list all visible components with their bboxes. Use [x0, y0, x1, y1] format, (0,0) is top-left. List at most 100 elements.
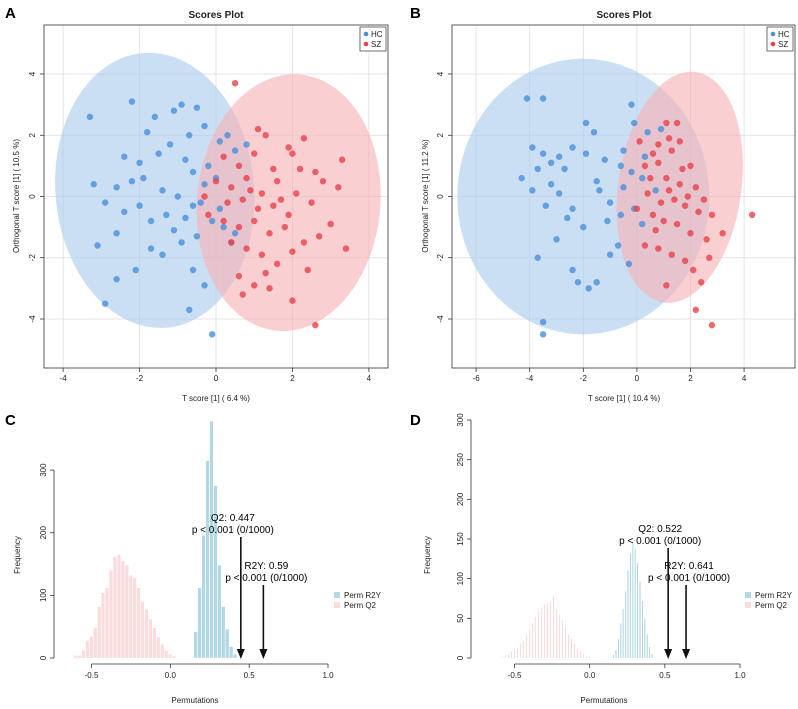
data-point-hc	[182, 214, 189, 222]
data-point-hc	[620, 184, 627, 191]
histogram-bar-perm-q2	[109, 570, 113, 659]
histogram-bar-perm-r2y	[629, 553, 632, 659]
data-point-sz	[289, 248, 296, 255]
annotation-p-value: p < 0.001 (0/1000)	[648, 573, 730, 584]
data-point-sz	[281, 223, 288, 231]
data-point-sz	[673, 119, 681, 127]
data-point-hc	[604, 217, 611, 225]
panel-d-ylabel: Frequency	[423, 536, 432, 574]
data-point-sz	[633, 205, 641, 212]
histogram-bar-perm-r2y	[622, 608, 625, 659]
data-point-hc	[547, 159, 555, 167]
confidence-ellipse-sz	[196, 74, 381, 332]
legend-marker-sz	[363, 41, 369, 47]
histogram-bar-perm-r2y	[651, 653, 653, 659]
histogram-bar-perm-q2	[549, 600, 552, 659]
panel-a-xlabel: T score [1] ( 6.4 %)	[182, 394, 250, 403]
histogram-bar-perm-q2	[591, 657, 594, 659]
data-point-hc	[580, 223, 587, 231]
data-point-sz	[689, 266, 697, 274]
data-point-hc	[128, 98, 136, 105]
data-point-hc	[159, 251, 166, 258]
data-point-hc	[547, 181, 555, 188]
data-point-hc	[136, 202, 143, 209]
y-tick-label: -4	[436, 315, 445, 323]
data-point-sz	[251, 150, 258, 157]
histogram-bar-perm-q2	[168, 654, 173, 659]
histogram-bar-perm-r2y	[631, 540, 634, 659]
panel-d-letter: D	[410, 412, 421, 429]
data-point-sz	[239, 196, 246, 203]
histogram-bar-perm-q2	[543, 603, 546, 659]
data-point-hc	[174, 193, 181, 200]
legend-label-sz: SZ	[778, 40, 788, 49]
histogram-bar-perm-q2	[152, 627, 157, 659]
x-tick-label: 2	[290, 374, 295, 383]
panel-a-letter: A	[5, 5, 16, 22]
y-tick-label: 100	[39, 588, 48, 602]
data-point-hc	[644, 128, 651, 136]
data-point-sz	[641, 162, 649, 170]
data-point-sz	[235, 162, 243, 170]
histogram-bar-perm-r2y	[217, 565, 222, 659]
legend-label-hc: HC	[778, 30, 790, 39]
data-point-hc	[631, 119, 638, 127]
data-point-hc	[208, 331, 216, 338]
data-point-sz	[304, 266, 311, 274]
x-tick-label: 0	[214, 374, 219, 383]
histogram-bar-perm-q2	[552, 595, 555, 659]
data-point-hc	[147, 245, 155, 252]
histogram-bar-perm-q2	[555, 608, 558, 659]
panel-c-letter: C	[5, 412, 16, 429]
histogram-bar-perm-r2y	[624, 591, 627, 659]
histogram-bar-perm-q2	[160, 644, 165, 659]
data-point-hc	[113, 230, 120, 237]
histogram-bar-perm-q2	[77, 655, 82, 659]
data-point-hc	[94, 242, 101, 249]
histogram-bar-perm-q2	[89, 636, 94, 659]
data-point-hc	[574, 279, 582, 286]
data-point-hc	[128, 177, 136, 185]
data-point-sz	[636, 138, 643, 145]
y-tick-label: 0	[436, 194, 445, 199]
y-tick-label: 300	[39, 463, 48, 477]
data-point-hc	[641, 153, 649, 160]
data-point-hc	[606, 199, 614, 206]
x-tick-label: -2	[580, 374, 588, 383]
data-point-hc	[101, 199, 109, 206]
histogram-bar-perm-q2	[558, 614, 561, 659]
histogram-bar-perm-r2y	[612, 654, 615, 659]
histogram-bar-perm-q2	[540, 607, 543, 659]
data-point-hc	[224, 132, 231, 139]
legend-swatch-perm-r2y	[334, 592, 340, 598]
y-tick-label: 200	[456, 492, 465, 506]
data-point-hc	[231, 230, 239, 237]
data-point-hc	[189, 202, 197, 209]
legend-marker-sz	[770, 41, 776, 47]
histogram-bar-perm-q2	[561, 619, 564, 659]
data-point-sz	[285, 144, 292, 151]
annotation-statistic: Q2: 0.522	[638, 524, 682, 535]
x-tick-label: 2	[688, 374, 693, 383]
data-point-hc	[140, 174, 147, 182]
histogram-bar-perm-q2	[156, 637, 161, 659]
data-point-sz	[655, 159, 662, 167]
data-point-hc	[601, 156, 608, 163]
data-point-hc	[620, 147, 627, 154]
data-point-sz	[335, 184, 342, 191]
data-point-hc	[617, 162, 625, 170]
histogram-bar-perm-r2y	[209, 421, 214, 659]
histogram-bar-perm-r2y	[221, 606, 226, 659]
data-point-sz	[312, 168, 319, 176]
data-point-sz	[277, 196, 285, 203]
data-point-hc	[628, 101, 635, 108]
panel-a-ylabel: Orthogonal T score [1] ( 10.5 %)	[12, 139, 21, 253]
data-point-hc	[86, 113, 94, 121]
data-point-hc	[151, 113, 159, 121]
x-tick-label: -2	[136, 374, 144, 383]
histogram-bar-perm-q2	[136, 587, 141, 659]
x-tick-label: 4	[742, 374, 747, 383]
y-tick-label: 4	[28, 71, 37, 76]
